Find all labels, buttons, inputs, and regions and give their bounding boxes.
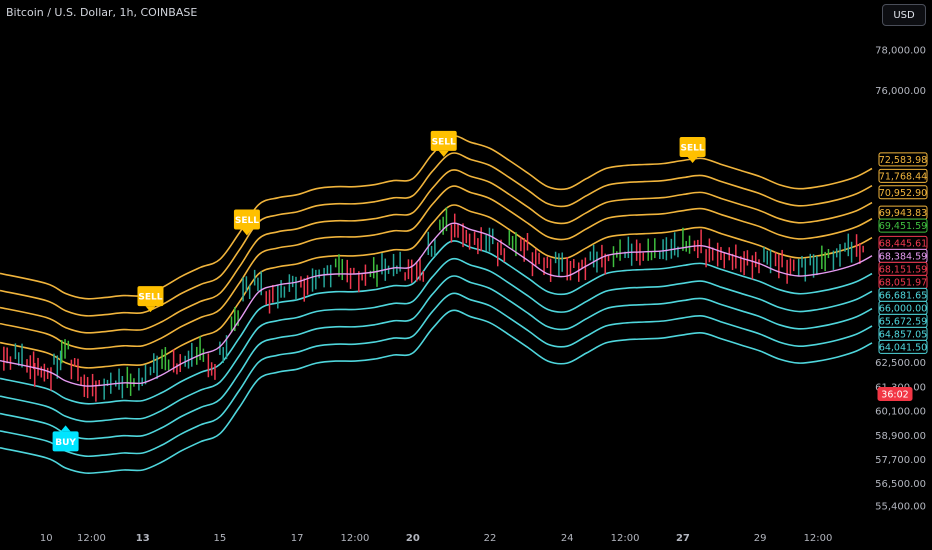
price-axis-label: 58,900.00 [875, 431, 926, 442]
band-line-9 [0, 292, 873, 458]
price-tag-label: 69,451.59 [879, 221, 927, 232]
basis-line [0, 222, 873, 387]
band-line-3 [0, 169, 873, 334]
symbol-title: Bitcoin / U.S. Dollar, 1h, COINBASE [6, 6, 198, 19]
price-tag: 68,445.61 [878, 235, 928, 250]
basis-line-path [0, 222, 873, 387]
sell-signal-2: SELL [233, 209, 260, 236]
sell-signal-1: SELL [137, 286, 164, 313]
band-line-10 [0, 309, 873, 475]
price-tag-label: 68,151.59 [879, 264, 927, 275]
price-tag-label: 72,583.98 [879, 155, 927, 166]
price-tags: 72,583.98 71,768.44 70,952.90 69,943.83 69,4… [877, 152, 928, 401]
price-tag: 71,768.44 [878, 168, 928, 183]
currency-button[interactable]: USD [882, 4, 926, 26]
band-line-8 [0, 275, 873, 440]
price-tag: 64,041.50 [878, 339, 928, 354]
price-tag-label: 66,000.00 [879, 303, 927, 314]
price-tag: 65,672.59 [878, 313, 928, 328]
price-axis-label: 60,100.00 [875, 407, 926, 418]
candles [3, 207, 864, 402]
price-tag: 66,000.00 [878, 300, 928, 315]
price-tag: 66,681.65 [878, 287, 928, 302]
time-axis-label: 22 [484, 533, 497, 544]
band-line-5 [0, 204, 873, 369]
price-tag-label: 68,384.59 [879, 251, 927, 262]
buy-signal-5: BUY [52, 425, 79, 452]
time-axis-label: 12:00 [341, 533, 370, 544]
time-axis: 10 12:00 13 15 17 12:00 20 22 24 12:00 27 29 12:00 [40, 533, 832, 544]
price-tag: 64,857.05 [878, 326, 928, 341]
price-tag-label: 68,445.61 [879, 238, 927, 249]
time-axis-label: 17 [291, 533, 304, 544]
price-tag: 69,943.83 [878, 205, 928, 220]
price-tag: 70,952.90 [878, 185, 928, 200]
price-tag-label: 64,857.05 [879, 329, 927, 340]
signal-label: SELL [681, 143, 705, 153]
signal-markers: SELL SELL SELL SELL BUY [52, 130, 706, 452]
price-axis-label: 76,000.00 [875, 86, 926, 97]
band-line-4 [0, 185, 873, 350]
time-axis-label: 29 [754, 533, 767, 544]
price-axis-label: 56,500.00 [875, 479, 926, 490]
price-tag-label: 66,681.65 [879, 290, 927, 301]
price-axis-label: 78,000.00 [875, 46, 926, 57]
time-axis-label: 13 [136, 533, 150, 544]
band-lines [0, 135, 873, 475]
price-tag: 36:02 [877, 386, 913, 401]
time-axis-label: 20 [406, 533, 420, 544]
band-line-2 [0, 152, 873, 317]
price-tag-label: 65,672.59 [879, 316, 927, 327]
time-axis-label: 12:00 [77, 533, 106, 544]
signal-label: SELL [138, 293, 162, 303]
price-tag-label: 71,768.44 [879, 171, 927, 182]
time-axis-label: 15 [214, 533, 227, 544]
price-tag-label: 36:02 [881, 389, 908, 400]
time-axis-label: 12:00 [804, 533, 833, 544]
signal-label: BUY [55, 438, 76, 448]
sell-signal-3: SELL [430, 130, 457, 157]
time-axis-label: 27 [676, 533, 690, 544]
time-axis-label: 12:00 [611, 533, 640, 544]
price-axis-label: 55,400.00 [875, 501, 926, 512]
price-tag-label: 70,952.90 [879, 188, 927, 199]
time-axis-label: 10 [40, 533, 53, 544]
price-axis-label: 57,700.00 [875, 455, 926, 466]
signal-label: SELL [432, 137, 456, 147]
price-tag: 68,384.59 [878, 248, 928, 263]
signal-label: SELL [235, 216, 259, 226]
price-tag: 72,583.98 [878, 152, 928, 167]
price-tag: 68,151.59 [878, 261, 928, 276]
price-tag-label: 68,051.97 [879, 277, 927, 288]
price-tag-label: 64,041.50 [879, 342, 927, 353]
band-line-1 [0, 135, 873, 300]
price-tag: 69,451.59 [878, 218, 928, 233]
time-axis-label: 24 [561, 533, 574, 544]
price-tag-label: 69,943.83 [879, 208, 927, 219]
sell-signal-4: SELL [679, 136, 706, 163]
price-tag: 68,051.97 [878, 274, 928, 289]
price-axis-label: 62,500.00 [875, 358, 926, 369]
band-line-7 [0, 257, 873, 423]
